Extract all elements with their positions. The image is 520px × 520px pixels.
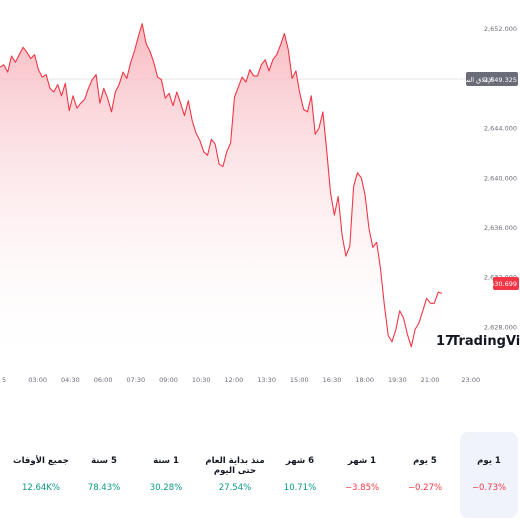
period-ytd[interactable]: منذ بداية العام حتى اليوم 27.54% <box>195 432 275 518</box>
tradingview-logo-glyph: 17 <box>436 334 454 349</box>
x-tick-label: 09:00 <box>159 376 178 384</box>
price-line <box>0 23 443 348</box>
x-tick-label: 21:00 <box>421 376 440 384</box>
period-1-month[interactable]: 1 شهر −3.85% <box>333 432 391 518</box>
period-label: 6 شهر <box>285 456 315 466</box>
y-tick-label: 2,644.000 <box>484 125 517 133</box>
x-tick-label: 07:30 <box>126 376 145 384</box>
y-tick-label: 2,652.000 <box>484 25 517 33</box>
period-1-year[interactable]: 1 سنة 30.28% <box>137 432 195 518</box>
x-tick-label: 10:30 <box>192 376 211 384</box>
period-5-year[interactable]: 5 سنة 78.43% <box>75 432 133 518</box>
previous-close-label: الإغلاق السابق <box>455 76 494 84</box>
tradingview-logo: 17 TradingView <box>436 334 520 349</box>
period-1-day[interactable]: 1 يوم −0.73% <box>460 432 518 518</box>
period-label: 1 شهر <box>347 456 377 466</box>
last-price-value: 2,630.699 <box>484 280 517 288</box>
x-tick-label: 5 <box>2 376 6 384</box>
period-all-time[interactable]: جميع الأوقات 12.64K% <box>8 432 74 518</box>
period-label: جميع الأوقات <box>13 456 69 466</box>
period-label: منذ بداية العام حتى اليوم <box>205 456 265 476</box>
performance-periods: 1 يوم −0.73% 5 يوم −0.27% 1 شهر −3.85% 6… <box>0 432 520 518</box>
period-label: 1 يوم <box>477 456 501 466</box>
x-tick-label: 19:30 <box>388 376 407 384</box>
period-change: 10.71% <box>283 483 317 493</box>
period-label: 5 سنة <box>91 456 117 466</box>
y-tick-label: 2,636.000 <box>484 224 517 232</box>
period-5-day[interactable]: 5 يوم −0.27% <box>396 432 454 518</box>
x-tick-label: 23:00 <box>461 376 480 384</box>
x-tick-label: 18:00 <box>355 376 374 384</box>
last-price-badge: 2,630.699 <box>484 277 519 290</box>
period-change: 30.28% <box>149 483 183 493</box>
y-tick-label: 2,628.000 <box>484 323 517 331</box>
period-change: 78.43% <box>87 483 121 493</box>
price-area-fill <box>0 23 442 358</box>
period-change: 12.64K% <box>22 483 60 493</box>
x-tick-label: 12:00 <box>225 376 244 384</box>
price-chart[interactable]: 2,652.0002,648.0002,644.0002,640.0002,63… <box>0 0 520 400</box>
x-tick-label: 03:00 <box>28 376 47 384</box>
x-tick-label: 16:30 <box>323 376 342 384</box>
x-tick-label: 15:00 <box>290 376 309 384</box>
x-tick-label: 13:30 <box>257 376 276 384</box>
y-tick-label: 2,640.000 <box>484 174 517 182</box>
tradingview-wordmark: TradingView <box>451 334 520 349</box>
period-change: −3.85% <box>344 483 380 493</box>
x-tick-label: 06:00 <box>94 376 113 384</box>
period-6-month[interactable]: 6 شهر 10.71% <box>271 432 329 518</box>
period-change: −0.27% <box>407 483 443 493</box>
previous-close-value: 2,649.325 <box>484 76 517 84</box>
previous-close-badge: الإغلاق السابق 2,649.325 <box>455 72 518 86</box>
period-label: 1 سنة <box>153 456 179 466</box>
period-label: 5 يوم <box>413 456 437 466</box>
period-change: −0.73% <box>471 483 507 493</box>
period-change: 27.54% <box>218 483 252 493</box>
x-tick-label: 04:30 <box>61 376 80 384</box>
